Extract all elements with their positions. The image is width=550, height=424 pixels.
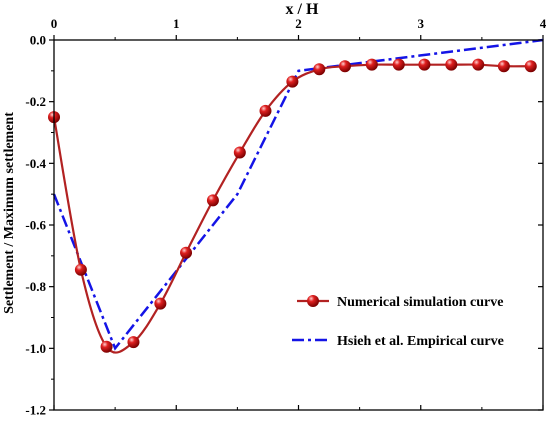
x-tick-label: 4: [540, 16, 547, 31]
y-tick-label: -1.0: [25, 341, 46, 356]
y-tick-label: -0.2: [25, 94, 46, 109]
x-tick-label: 1: [173, 16, 180, 31]
x-tick-label: 2: [295, 16, 302, 31]
data-point-numerical: [338, 60, 351, 73]
data-point-numerical: [418, 58, 431, 71]
data-point-numerical: [392, 58, 405, 71]
y-axis-label: Settlement / Maximum settlement: [2, 112, 17, 314]
plot-frame: [53, 39, 544, 411]
data-point-numerical: [524, 60, 537, 73]
data-point-numerical: [100, 340, 113, 353]
data-point-numerical: [233, 146, 246, 159]
series-line-empirical: [52, 38, 544, 351]
y-tick-label: -0.4: [25, 156, 46, 171]
y-tick-label: -1.2: [25, 403, 46, 418]
data-point-numerical: [497, 60, 510, 73]
data-point-numerical: [154, 297, 167, 310]
data-point-numerical: [472, 58, 485, 71]
legend: Numerical simulation curve Hsieh et al. …: [292, 295, 504, 349]
series-layer: [48, 38, 544, 354]
y-tick-label: -0.6: [25, 218, 46, 233]
data-point-numerical: [286, 75, 299, 88]
data-point-numerical: [206, 194, 219, 207]
data-point-numerical: [259, 104, 272, 117]
data-point-numerical: [74, 263, 87, 276]
data-point-numerical: [445, 58, 458, 71]
y-tick-label: 0.0: [30, 33, 46, 48]
y-tick-label: -0.8: [25, 279, 46, 294]
x-axis-label: x / H: [286, 1, 319, 18]
data-point-numerical: [365, 58, 378, 71]
data-point-numerical: [180, 246, 193, 259]
ticks-layer: 0 1 2 3 4 0.0 -0.2 -0.4 -0.6 -0.8 -1.0 -1.2: [25, 16, 546, 418]
legend-marker-numerical: [307, 295, 319, 307]
x-tick-label: 3: [418, 16, 425, 31]
x-tick-label: 0: [51, 16, 58, 31]
legend-label-empirical: Hsieh et al. Empirical curve: [337, 334, 504, 349]
data-point-numerical: [313, 63, 326, 76]
data-point-numerical: [127, 336, 140, 349]
legend-label-numerical: Numerical simulation curve: [337, 295, 503, 310]
